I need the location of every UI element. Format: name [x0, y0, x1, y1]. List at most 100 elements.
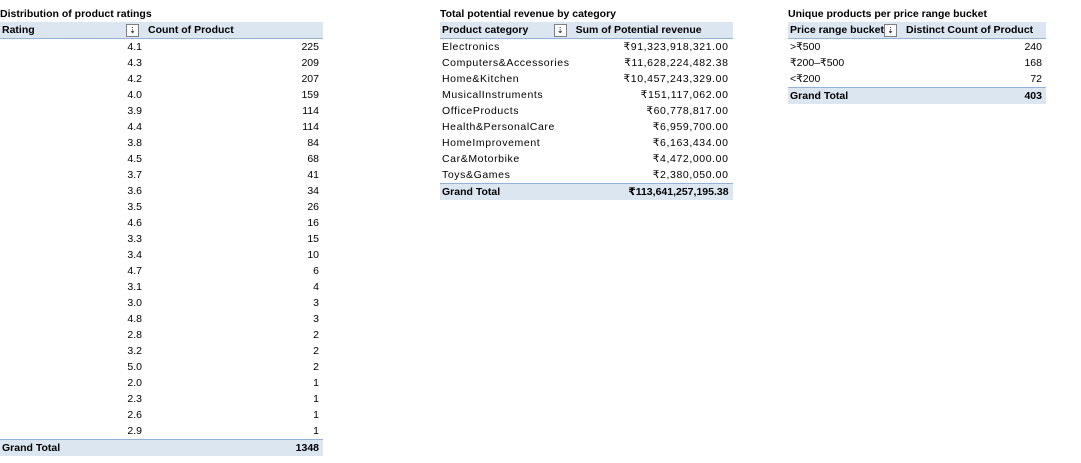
table-row: 3.4 10 [0, 247, 323, 263]
row-value: 3 [313, 297, 319, 309]
count-column-header: Count of Product [146, 22, 323, 39]
row-label: 2.9 [127, 425, 142, 437]
row-value: ₹6,959,700.00 [652, 121, 729, 133]
row-value: 72 [1030, 73, 1042, 85]
table-row: Home&Kitchen ₹10,457,243,329.00 [440, 71, 733, 87]
revenue-header-row: Product category ⇣ Sum of Potential reve… [440, 22, 733, 39]
table-row: 5.0 2 [0, 359, 323, 375]
row-value: ₹6,163,434.00 [652, 137, 729, 149]
sort-filter-icon[interactable]: ⇣ [553, 23, 567, 37]
row-value: ₹151,117,062.00 [640, 89, 729, 101]
table-row: 2.0 1 [0, 375, 323, 391]
row-value: 2 [313, 361, 319, 373]
row-value: 209 [301, 57, 319, 69]
row-label: 4.5 [127, 153, 142, 165]
row-value: 1 [313, 377, 319, 389]
category-column-label: Product category [442, 24, 529, 36]
row-label: 4.2 [127, 73, 142, 85]
row-label: 4.4 [127, 121, 142, 133]
table-row: 4.7 6 [0, 263, 323, 279]
price-bucket-pivot-table: Unique products per price range bucket P… [788, 6, 1046, 104]
price-bucket-table: Price range bucket ⇣ Distinct Count of P… [788, 22, 1046, 104]
sort-filter-icon[interactable]: ⇣ [126, 23, 139, 37]
table-row: 3.6 34 [0, 183, 323, 199]
row-label: Car&Motorbike [442, 153, 520, 165]
price-bucket-header-row: Price range bucket ⇣ Distinct Count of P… [788, 22, 1046, 39]
ratings-pivot-title: Distribution of product ratings [0, 8, 152, 20]
ratings-header-row: Rating ⇣ Count of Product [0, 22, 323, 39]
grand-total-value: ₹113,641,257,195.38 [573, 183, 733, 200]
grand-total-label: Grand Total [0, 439, 146, 456]
row-label: Electronics [442, 41, 500, 53]
row-value: 15 [307, 233, 319, 245]
table-row: 4.6 16 [0, 215, 323, 231]
row-value: 225 [301, 41, 319, 53]
table-row: 4.4 114 [0, 119, 323, 135]
row-value: 1 [313, 409, 319, 421]
ratings-table: Rating ⇣ Count of Product 4.1 225 4.3 209 4.… [0, 22, 323, 456]
row-label: 5.0 [127, 361, 142, 373]
sort-filter-icon[interactable]: ⇣ [884, 23, 897, 37]
table-row: 4.0 159 [0, 87, 323, 103]
row-value: 1 [313, 425, 319, 437]
price-bucket-column-label: Price range bucket [790, 24, 884, 36]
row-label: 3.2 [127, 345, 142, 357]
grand-total-label: Grand Total [788, 87, 904, 104]
table-row: 4.3 209 [0, 55, 323, 71]
row-label: 2.3 [127, 393, 142, 405]
row-value: 68 [307, 153, 319, 165]
table-row: >₹500 240 [788, 39, 1046, 56]
row-label: MusicalInstruments [442, 89, 544, 101]
table-row: 3.2 2 [0, 343, 323, 359]
price-bucket-grand-total-row: Grand Total 403 [788, 87, 1046, 104]
row-label: 3.8 [127, 137, 142, 149]
row-label: 2.6 [127, 409, 142, 421]
table-row: Health&PersonalCare ₹6,959,700.00 [440, 119, 733, 135]
row-label: 4.3 [127, 57, 142, 69]
table-row: HomeImprovement ₹6,163,434.00 [440, 135, 733, 151]
rating-column-label: Rating [2, 24, 35, 36]
row-label: Toys&Games [442, 169, 511, 181]
row-label: Health&PersonalCare [442, 121, 555, 133]
price-bucket-body: >₹500 240 ₹200–₹500 168 <₹200 72 [788, 39, 1046, 88]
row-label: 4.1 [127, 41, 142, 53]
table-row: Computers&Accessories ₹11,628,224,482.38 [440, 55, 733, 71]
revenue-pivot-table: Total potential revenue by category Prod… [440, 6, 733, 200]
table-row: 3.0 3 [0, 295, 323, 311]
row-label: >₹500 [790, 41, 821, 53]
revenue-table: Product category ⇣ Sum of Potential reve… [440, 22, 733, 200]
table-row: 2.9 1 [0, 423, 323, 440]
table-row: OfficeProducts ₹60,778,817.00 [440, 103, 733, 119]
table-row: Electronics ₹91,323,918,321.00 [440, 39, 733, 56]
table-row: <₹200 72 [788, 71, 1046, 88]
row-value: 41 [307, 169, 319, 181]
row-value: 3 [313, 313, 319, 325]
row-value: 168 [1024, 57, 1042, 69]
price-bucket-column-header[interactable]: Price range bucket ⇣ [788, 22, 904, 39]
row-value: 6 [313, 265, 319, 277]
row-value: 240 [1024, 41, 1042, 53]
row-label: OfficeProducts [442, 105, 520, 117]
row-label: 2.0 [127, 377, 142, 389]
row-label: 3.7 [127, 169, 142, 181]
row-label: 3.9 [127, 105, 142, 117]
category-column-header[interactable]: Product category ⇣ [440, 22, 574, 39]
rating-column-header[interactable]: Rating ⇣ [0, 22, 146, 39]
table-row: MusicalInstruments ₹151,117,062.00 [440, 87, 733, 103]
table-row: 3.7 41 [0, 167, 323, 183]
grand-total-value: 403 [904, 87, 1046, 104]
row-label: 4.8 [127, 313, 142, 325]
distinct-count-column-header: Distinct Count of Product [904, 22, 1046, 39]
row-value: 16 [307, 217, 319, 229]
row-label: <₹200 [790, 73, 821, 85]
row-value: 10 [307, 249, 319, 261]
row-label: 3.5 [127, 201, 142, 213]
row-value: 26 [307, 201, 319, 213]
table-row: Car&Motorbike ₹4,472,000.00 [440, 151, 733, 167]
row-label: 3.0 [127, 297, 142, 309]
row-value: ₹10,457,243,329.00 [623, 73, 729, 85]
table-row: 3.8 84 [0, 135, 323, 151]
table-row: 3.9 114 [0, 103, 323, 119]
table-row: 2.3 1 [0, 391, 323, 407]
row-label: Computers&Accessories [442, 57, 570, 69]
